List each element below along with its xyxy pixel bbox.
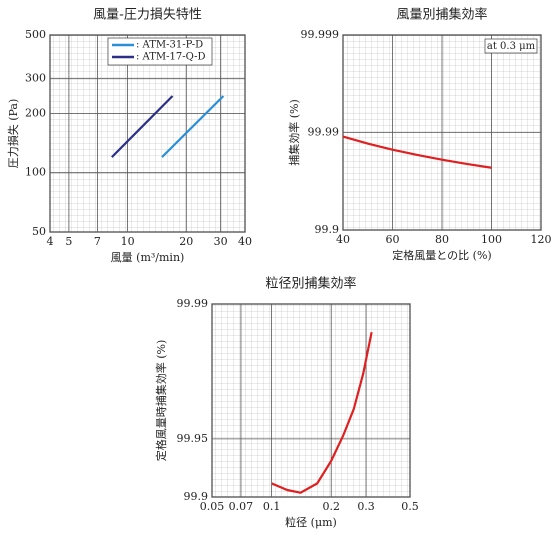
chart-title: 粒径別捕集効率	[265, 276, 356, 292]
plot-area	[211, 303, 411, 498]
x-tick-label: 40	[336, 233, 350, 246]
y-tick-label: 99.9	[315, 223, 340, 236]
y-tick-label: 99.9	[184, 490, 209, 503]
y-tick-label: 99.999	[301, 28, 340, 41]
data-line	[342, 135, 492, 169]
x-tick-label: 80	[435, 233, 449, 246]
chart-title: 風量-圧力損失特性	[93, 8, 202, 23]
x-tick-label: 20	[179, 235, 193, 248]
plot-area	[49, 34, 246, 233]
y-axis-label: 捕集効率 (%)	[287, 99, 301, 166]
y-tick-label: 300	[25, 72, 46, 85]
x-tick-label: 120	[531, 233, 552, 246]
x-tick-label: 0.3	[357, 500, 375, 513]
y-tick-label: 500	[25, 28, 46, 41]
y-tick-label: 99.95	[177, 432, 209, 445]
y-tick-label: 99.99	[177, 297, 209, 310]
x-tick-label: 4	[47, 235, 54, 248]
y-tick-label: 50	[32, 225, 46, 238]
x-axis-label: 定格風量との比 (%)	[392, 248, 491, 262]
annotation-box	[484, 38, 538, 54]
x-tick-label: 100	[481, 233, 502, 246]
y-axis-label: 圧力損失 (Pa)	[6, 99, 20, 169]
x-tick-label: 60	[386, 233, 400, 246]
x-tick-label: 10	[121, 235, 135, 248]
legend-box	[107, 37, 213, 66]
data-line	[111, 95, 174, 158]
y-axis-label: 定格風量時捕集効率 (%)	[154, 340, 168, 462]
y-tick-label: 100	[25, 166, 46, 179]
x-tick-label: 0.2	[322, 500, 340, 513]
x-tick-label: 0.5	[401, 500, 419, 513]
y-tick-label: 200	[25, 106, 46, 119]
annotation: at 0.3 μm	[487, 41, 536, 52]
x-axis-label: 風量 (m³/min)	[111, 251, 185, 264]
legend-label: : ATM-31-P-D	[136, 40, 203, 51]
x-tick-label: 7	[94, 235, 101, 248]
x-tick-label: 0.07	[229, 500, 254, 513]
x-tick-label: 0.05	[200, 500, 225, 513]
x-axis-label: 粒径 (μm)	[285, 515, 337, 529]
x-tick-label: 30	[214, 235, 228, 248]
legend-label: : ATM-17-Q-D	[136, 52, 206, 63]
x-tick-label: 5	[65, 235, 72, 248]
x-tick-label: 40	[238, 235, 252, 248]
data-line	[161, 95, 225, 158]
x-tick-label: 0.1	[263, 500, 281, 513]
data-line	[271, 331, 373, 494]
y-tick-label: 99.99	[308, 126, 340, 139]
chart-title: 風量別捕集効率	[396, 7, 487, 23]
